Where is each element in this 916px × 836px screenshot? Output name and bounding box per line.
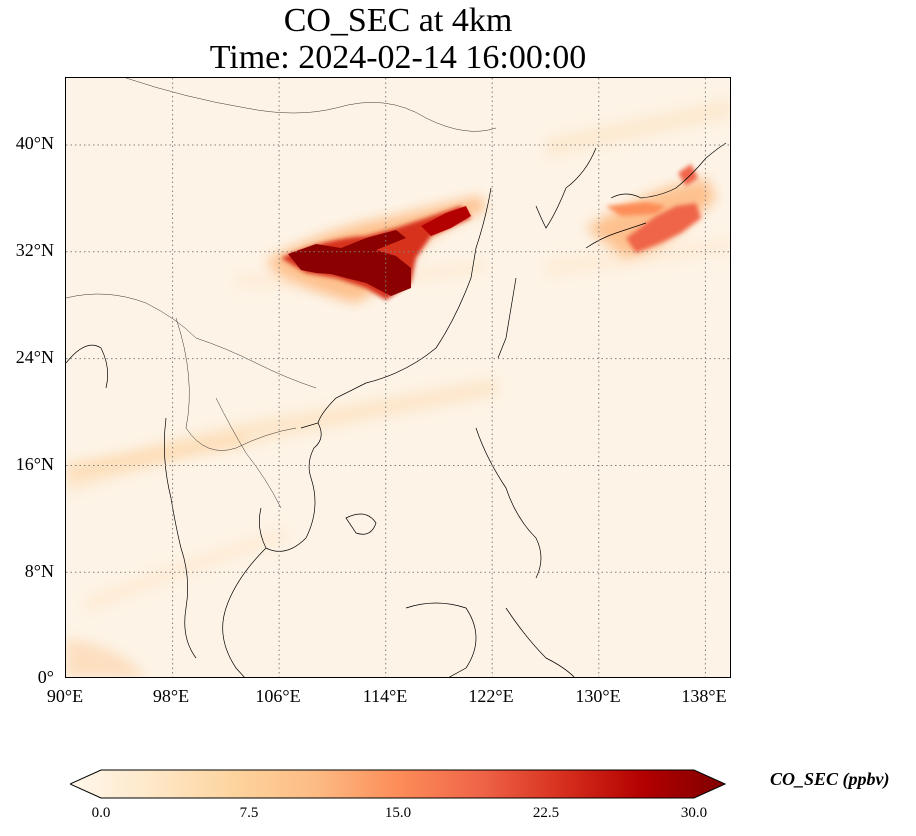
lon-tick-98e: 98°E [152,686,190,706]
gridlines [66,78,730,677]
colorbar-gradient [70,769,726,799]
lat-tick-0: 0° [37,667,54,687]
map-time-subtitle: Time: 2024-02-14 16:00:00 [209,39,587,76]
colorbar-label: CO_SEC (ppbv) [770,769,890,789]
co-plume-japan [586,164,716,258]
lon-tick-122e: 122°E [468,686,514,706]
lat-tick-24n: 24°N [15,347,54,367]
lon-tick-130e: 130°E [575,686,621,706]
lat-tick-40n: 40°N [15,133,54,153]
lat-tick-16n: 16°N [15,454,54,474]
co-plume-china [266,196,486,303]
lon-tick-114e: 114°E [362,686,408,706]
lon-tick-106e: 106°E [255,686,301,706]
lat-tick-32n: 32°N [15,240,54,260]
colorbar-tick-7-5: 7.5 [239,805,259,821]
lon-tick-138e: 138°E [681,686,727,706]
colorbar-tick-22-5: 22.5 [532,805,560,821]
map-title: CO_SEC at 4km [283,2,513,39]
colorbar-tick-0: 0.0 [91,805,111,821]
map-canvas [66,78,730,677]
colorbar-tick-30: 30.0 [680,805,708,821]
lon-tick-90e: 90°E [46,686,84,706]
map-panel [65,77,731,678]
country-borders [66,78,497,509]
lat-tick-8n: 8°N [24,561,54,581]
colorbar [70,769,726,799]
colorbar-tick-15: 15.0 [384,805,412,821]
co-field-background [66,98,730,677]
